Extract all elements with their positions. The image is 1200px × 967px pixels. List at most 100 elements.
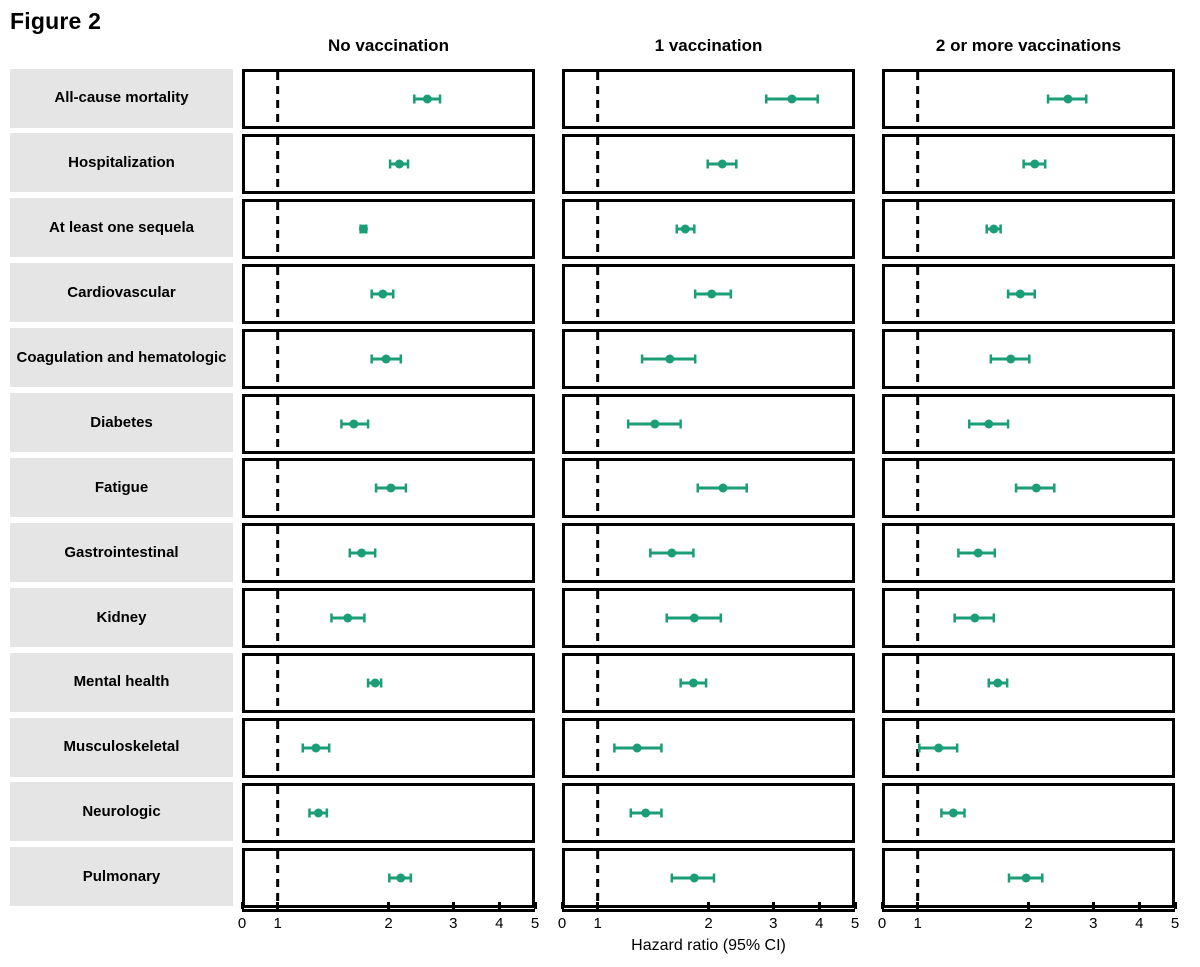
- forest-panel: [242, 263, 535, 324]
- point-estimate-with-ci: [675, 224, 696, 234]
- point-estimate-with-ci: [640, 354, 697, 364]
- x-axis-tick-label: 4: [815, 915, 824, 933]
- point-estimate-with-ci: [340, 419, 370, 428]
- forest-panel: [562, 782, 855, 843]
- point-estimate-with-ci: [940, 808, 966, 818]
- x-axis-tick-label: 1: [913, 915, 922, 933]
- figure-title: Figure 2: [10, 8, 102, 34]
- x-axis-tick: [880, 902, 884, 910]
- forest-panel: [882, 523, 1175, 584]
- x-axis-tick-label: 5: [1170, 915, 1180, 933]
- x-axis-tick-label: 0: [877, 915, 887, 933]
- x-axis-tick: [916, 902, 920, 910]
- row-label: Kidney: [10, 587, 233, 647]
- forest-panel: [882, 653, 1175, 714]
- forest-panel: [562, 523, 855, 584]
- forest-panel: [562, 718, 855, 778]
- forest-panel: [562, 69, 855, 129]
- x-axis-tick: [1091, 902, 1095, 910]
- column-header-no-vaccination: No vaccination: [328, 36, 449, 55]
- point-estimate-with-ci: [649, 548, 695, 558]
- point-estimate-with-ci: [967, 419, 1010, 428]
- forest-panel: [242, 133, 535, 194]
- x-axis-tick: [771, 902, 775, 910]
- column-header-2-or-more-vaccinations: 2 or more vaccinations: [935, 36, 1122, 55]
- point-estimate-with-ci: [629, 808, 663, 818]
- x-axis-tick-label: 1: [593, 915, 602, 933]
- point-estimate-with-ci: [301, 743, 331, 753]
- point-estimate-with-ci: [626, 419, 682, 428]
- forest-panel: [562, 393, 855, 454]
- point-estimate-with-ci: [370, 354, 403, 364]
- forest-panel: [562, 328, 855, 389]
- point-estimate-with-ci: [366, 678, 383, 688]
- row-label: Diabetes: [10, 393, 233, 452]
- point-estimate-with-ci: [1046, 94, 1088, 104]
- point-estimate-with-ci: [1022, 159, 1047, 169]
- row-label: Neurologic: [10, 782, 233, 842]
- x-axis-tick: [497, 902, 501, 910]
- row-label: All-cause mortality: [10, 68, 233, 128]
- point-estimate-with-ci: [308, 808, 329, 818]
- forest-panel: [882, 263, 1175, 324]
- forest-panel: [882, 458, 1175, 519]
- point-estimate-with-ci: [413, 94, 442, 104]
- point-estimate-with-ci: [1014, 483, 1056, 493]
- forest-panel: [562, 198, 855, 259]
- row-label: Gastrointestinal: [10, 522, 233, 582]
- forest-panel: [562, 263, 855, 324]
- forest-panel: [562, 847, 855, 908]
- x-axis-tick-label: 0: [237, 915, 247, 933]
- forest-panel: [562, 133, 855, 194]
- point-estimate-with-ci: [1007, 873, 1044, 883]
- x-axis-tick: [853, 902, 857, 910]
- x-axis-tick: [817, 902, 821, 910]
- point-estimate-with-ci: [706, 159, 738, 169]
- forest-panel: [882, 328, 1175, 389]
- column-header-1-vaccination: 1 vaccination: [654, 36, 763, 55]
- point-estimate-with-ci: [957, 548, 997, 558]
- x-axis-line: [562, 909, 855, 913]
- forest-panel: [242, 198, 535, 259]
- forest-panel: [242, 393, 535, 454]
- forest-panel: [242, 782, 535, 843]
- x-axis-tick: [240, 902, 244, 910]
- x-axis-tick: [560, 902, 564, 910]
- x-axis-line: [882, 909, 1175, 913]
- forest-panel: [882, 847, 1175, 908]
- point-estimate-with-ci: [1006, 289, 1037, 299]
- row-label: At least one sequela: [10, 198, 233, 258]
- row-label: Musculoskeletal: [10, 717, 233, 777]
- point-estimate-with-ci: [985, 224, 1002, 234]
- x-axis-tick: [276, 902, 280, 910]
- point-estimate-with-ci: [330, 613, 366, 623]
- forest-panel: [882, 782, 1175, 843]
- point-estimate-with-ci: [679, 678, 708, 688]
- forest-panel: [882, 718, 1175, 778]
- x-axis-tick-label: 0: [557, 915, 567, 933]
- x-axis-tick: [1173, 902, 1177, 910]
- x-axis-tick: [533, 902, 537, 910]
- point-estimate-with-ci: [670, 873, 716, 883]
- x-axis-tick-label: 5: [530, 915, 540, 933]
- forest-panel: [242, 588, 535, 649]
- forest-panel: [242, 523, 535, 584]
- forest-panel: [882, 69, 1175, 129]
- forest-panel: [562, 588, 855, 649]
- row-label: Mental health: [10, 652, 233, 712]
- row-label: Cardiovascular: [10, 263, 233, 323]
- point-estimate-with-ci: [348, 548, 377, 558]
- point-estimate-with-ci: [370, 289, 395, 299]
- row-label: Fatigue: [10, 457, 233, 517]
- point-estimate-with-ci: [987, 678, 1009, 688]
- x-axis-tick: [1137, 902, 1141, 910]
- point-estimate-with-ci: [665, 613, 723, 623]
- x-axis-tick: [1027, 902, 1030, 910]
- forest-panel: [882, 588, 1175, 649]
- row-label: Coagulation and hematologic: [10, 328, 233, 388]
- point-estimate-with-ci: [764, 94, 819, 104]
- point-estimate-with-ci: [388, 159, 410, 169]
- forest-panel: [242, 847, 535, 908]
- x-axis-tick: [707, 902, 710, 910]
- x-axis-line: [242, 909, 535, 913]
